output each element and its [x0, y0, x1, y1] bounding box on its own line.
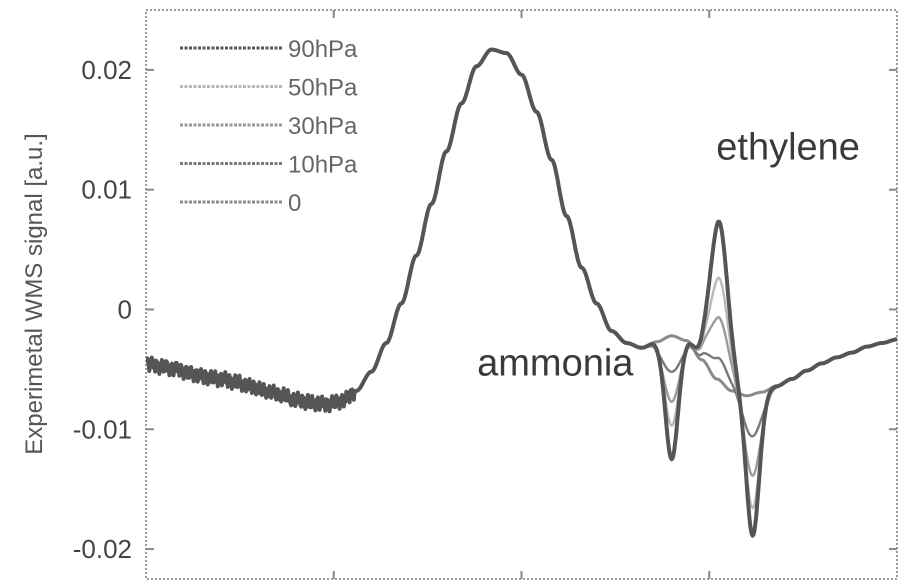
annotation-ethylene: ethylene [716, 127, 860, 169]
y-axis-label: Experimetal WMS signal [a.u.] [21, 133, 48, 454]
y-tick-label: -0.02 [73, 534, 132, 564]
y-tick-label: 0.02 [81, 55, 132, 85]
legend-label: 0 [288, 190, 301, 217]
plot-area-border [146, 10, 897, 579]
legend-label: 30hPa [288, 113, 358, 140]
annotation-ammonia: ammonia [477, 342, 634, 384]
y-tick-label: -0.01 [73, 414, 132, 444]
y-tick-label: 0.01 [81, 175, 132, 205]
y-tick-label: 0 [118, 294, 132, 324]
legend-label: 90hPa [288, 36, 358, 63]
legend-label: 10hPa [288, 152, 358, 179]
legend-label: 50hPa [288, 75, 358, 102]
